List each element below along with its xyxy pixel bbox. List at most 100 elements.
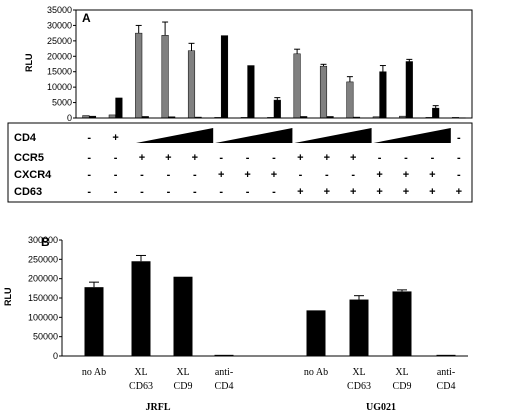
table-cell-mark: +: [218, 169, 224, 181]
table-cell-mark: -: [457, 132, 461, 144]
table-cell-mark: -: [219, 186, 223, 198]
table-cell-mark: +: [376, 169, 382, 181]
table-cell-mark: -: [167, 186, 171, 198]
panel-b-category-label: no Ab: [304, 367, 328, 378]
table-cell-mark: +: [192, 152, 198, 164]
panel-b-y-tick-label: 0: [53, 351, 58, 361]
table-cell-mark: +: [244, 169, 250, 181]
table-cell-mark: -: [167, 169, 171, 181]
table-row-label: CXCR4: [14, 169, 52, 181]
panel-a-y-tick-label: 35000: [47, 5, 72, 15]
panel-a-bar: [220, 35, 229, 119]
panel-b-bar: [306, 310, 326, 356]
table-cell-mark: -: [87, 169, 91, 181]
panel-a-bar: [187, 50, 196, 119]
table-cell-mark: +: [297, 152, 303, 164]
panel-b-group-label: JRFL: [146, 402, 171, 413]
cd4-concentration-wedge: [373, 128, 451, 143]
table-cell-mark: +: [297, 186, 303, 198]
panel-b-category-label: CD63: [347, 381, 371, 392]
panel-b-bar: [173, 276, 193, 356]
panel-b-category-label: no Ab: [82, 367, 106, 378]
panel-b-y-tick-label: 200000: [28, 274, 58, 284]
panel-b-group-label: UG021: [366, 402, 396, 413]
table-cell-mark: +: [165, 152, 171, 164]
panel-b-bar: [214, 354, 234, 356]
table-cell-mark: +: [112, 132, 118, 144]
table-cell-mark: -: [272, 152, 276, 164]
table-cell-mark: -: [114, 152, 118, 164]
cd4-concentration-wedge: [294, 128, 372, 143]
table-cell-mark: -: [404, 152, 408, 164]
panel-b-category-label: XL: [134, 367, 147, 378]
table-cell-mark: -: [193, 186, 197, 198]
panel-b-category-label: CD4: [215, 381, 234, 392]
table-cell-mark: -: [87, 152, 91, 164]
panel-a-y-tick-label: 5000: [52, 98, 72, 108]
panel-b-category-label: XL: [395, 367, 408, 378]
panel-b-bar: [436, 354, 456, 356]
panel-a-bar: [379, 71, 387, 119]
table-cell-mark: +: [324, 152, 330, 164]
panel-a-bar: [135, 32, 143, 119]
table-cell-mark: -: [431, 152, 435, 164]
panel-b-axes: [61, 240, 468, 357]
panel-b-category-label: CD4: [437, 381, 456, 392]
table-cell-mark: -: [114, 186, 118, 198]
cd4-concentration-wedge: [215, 128, 293, 143]
table-cell-mark: -: [87, 132, 91, 144]
panel-a-y-axis-label: RLU: [24, 54, 34, 73]
panel-a-bars: [82, 21, 466, 119]
panel-a-bar: [432, 107, 440, 119]
panel-a-bar: [115, 97, 123, 119]
panel-b-bar: [131, 261, 151, 356]
panel-a: A RLU 0 5000 10000 15000 20000 25000 30000 3500…: [7, 5, 473, 203]
panel-b-y-tick-label: 300000: [28, 235, 58, 245]
table-cell-mark: +: [429, 186, 435, 198]
panel-a-bar: [319, 65, 328, 119]
panel-b-group-labels: JRFL UG021: [146, 402, 397, 413]
table-cell-mark: +: [350, 152, 356, 164]
panel-a-bar: [247, 65, 255, 119]
table-cell-mark: -: [351, 169, 355, 181]
panel-b-category-label: CD9: [174, 381, 193, 392]
table-cell-mark: -: [87, 186, 91, 198]
panel-a-y-tick-label: 15000: [47, 67, 72, 77]
table-row-label: CCR5: [14, 152, 44, 164]
table-cell-mark: +: [403, 169, 409, 181]
panel-a-y-tick-label: 0: [67, 113, 72, 123]
panel-b-category-label: XL: [352, 367, 365, 378]
panel-a-bar: [293, 53, 301, 119]
table-cell-mark: -: [246, 186, 250, 198]
table-cell-mark: -: [219, 152, 223, 164]
panel-b-bar: [349, 299, 369, 356]
table-cell-mark: -: [325, 169, 329, 181]
table-cell-mark: +: [271, 169, 277, 181]
panel-a-letter: A: [82, 11, 91, 25]
panel-a-bar: [346, 81, 354, 119]
panel-b-y-ticks: 0 50000 100000 150000 200000 250000 300000: [28, 235, 62, 361]
cd4-concentration-wedge: [136, 128, 214, 143]
table-row-label: CD63: [14, 186, 42, 198]
table-cell-mark: +: [403, 186, 409, 198]
panel-a-bar: [273, 99, 281, 119]
panel-a-y-ticks: 0 5000 10000 15000 20000 25000 30000 35000: [47, 5, 76, 123]
panel-b-category-label: anti-: [215, 367, 233, 378]
table-cell-mark: -: [114, 169, 118, 181]
table-cell-mark: +: [350, 186, 356, 198]
panel-b-y-axis-label: RLU: [3, 288, 13, 307]
table-cell-mark: -: [140, 186, 144, 198]
table-cell-mark: -: [246, 152, 250, 164]
table-cell-mark: -: [272, 186, 276, 198]
panel-a-bar: [405, 61, 413, 119]
panel-b-bar: [84, 287, 104, 356]
panel-b-category-labels: no Ab XL CD63 XL CD9 anti- CD4 no Ab XL CD63 XL CD9…: [82, 367, 456, 392]
table-cell-mark: -: [140, 169, 144, 181]
table-cell-mark: +: [429, 169, 435, 181]
panel-b-y-tick-label: 50000: [33, 332, 58, 342]
panel-a-table-frame: [7, 122, 473, 203]
table-cell-mark: -: [457, 152, 461, 164]
panel-b-y-tick-label: 250000: [28, 254, 58, 264]
panel-a-y-tick-label: 10000: [47, 82, 72, 92]
